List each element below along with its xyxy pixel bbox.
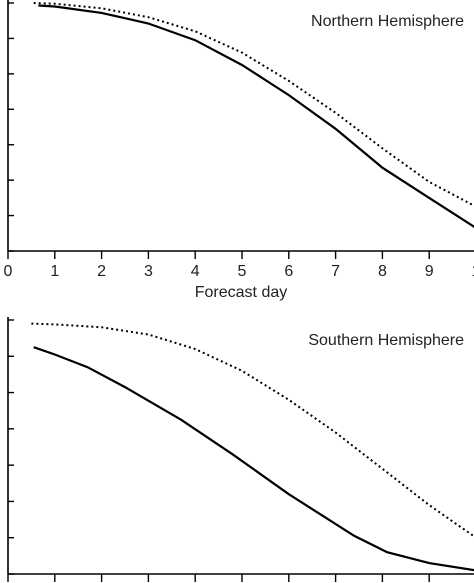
- series-line-solid: [38, 4, 474, 229]
- panel-label-southern: Southern Hemisphere: [308, 332, 464, 349]
- panel-northern-hemisphere: Northern Hemisphere Forecast day 0 1 2 3 4 5 6…: [4, 0, 474, 301]
- x-tick-label: 6: [284, 263, 293, 280]
- x-tick-label: 1: [50, 263, 59, 280]
- x-axis-title: Forecast day: [195, 284, 287, 301]
- panel-southern-hemisphere: Southern Hemisphere: [7, 317, 474, 582]
- x-tick-label: 5: [238, 263, 247, 280]
- x-tick-label: 4: [191, 263, 200, 280]
- x-tick-label: 9: [425, 263, 434, 280]
- series-line-dotted: [31, 322, 474, 538]
- x-tick-label: 8: [378, 263, 387, 280]
- x-tick-label: 1: [472, 263, 474, 280]
- series-line-solid: [33, 346, 474, 572]
- x-tick-label: 3: [144, 263, 153, 280]
- x-tick-label: 7: [331, 263, 340, 280]
- x-tick-label: 2: [97, 263, 106, 280]
- series-line-dotted: [33, 2, 474, 207]
- x-tick-label: 0: [4, 263, 13, 280]
- panel-label-northern: Northern Hemisphere: [311, 13, 464, 30]
